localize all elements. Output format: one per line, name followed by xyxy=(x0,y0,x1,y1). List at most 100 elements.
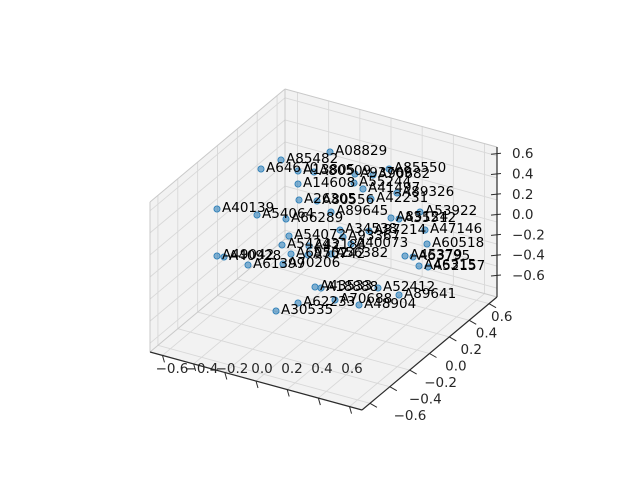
scatter-point xyxy=(351,170,359,178)
box-edge xyxy=(284,238,498,298)
x-tick-mark xyxy=(224,372,228,380)
scatter-point xyxy=(253,211,261,219)
point-label: A85550 xyxy=(394,160,446,176)
scatter-point xyxy=(326,148,334,156)
z-tick-label: 0.0 xyxy=(512,207,533,223)
point-label: A26305 xyxy=(304,191,356,207)
scatter-point xyxy=(416,208,424,216)
scatter-point xyxy=(369,171,377,179)
scatter-point xyxy=(395,291,403,299)
grid-lines xyxy=(149,92,498,407)
z-tick-mark xyxy=(490,274,502,277)
grid-line xyxy=(149,119,286,234)
point-label: A64670 xyxy=(266,160,318,176)
scatter-point xyxy=(213,252,221,260)
x-tick-mark xyxy=(161,355,165,363)
y-tick-mark xyxy=(488,303,497,309)
point-label: A93367 xyxy=(348,228,400,244)
scatter-point xyxy=(401,252,409,260)
point-label: A60518 xyxy=(432,235,484,251)
point-label: A89326 xyxy=(402,184,454,200)
point-label: A46315 xyxy=(424,257,476,273)
grid-line xyxy=(217,295,430,354)
point-label: A55244 xyxy=(359,174,411,190)
point-label: A52412 xyxy=(383,279,435,295)
x-tick-label: 0.2 xyxy=(281,361,302,377)
z-tick-mark xyxy=(490,254,502,257)
y-tick-label: 0.4 xyxy=(476,326,497,342)
scatter-points xyxy=(213,148,432,315)
point-label: A70206 xyxy=(288,255,340,271)
scatter-point xyxy=(257,165,265,173)
scatter-point xyxy=(359,185,367,193)
scatter-point xyxy=(294,299,302,307)
y-tick-mark xyxy=(449,336,457,342)
point-label: A70688 xyxy=(340,291,392,307)
x-tick-label: 0.0 xyxy=(251,361,272,377)
point-label: A42184 xyxy=(314,237,366,253)
z-tick-mark xyxy=(490,193,502,196)
scatter-point xyxy=(282,215,290,223)
grid-line xyxy=(284,97,498,157)
grid-line xyxy=(149,141,286,256)
z-tick-mark xyxy=(490,233,502,236)
scatter-point xyxy=(272,307,280,315)
point-label: A93769 xyxy=(360,165,412,181)
point-label: A66289 xyxy=(291,210,343,226)
scatter-point xyxy=(374,284,382,292)
grid-line xyxy=(257,261,470,321)
point-label: A13805 xyxy=(303,162,355,178)
y-tick-label: −0.6 xyxy=(394,408,427,424)
point-label: A34538 xyxy=(345,221,397,237)
z-tick-label: 0.4 xyxy=(512,167,533,183)
scatter-point xyxy=(213,205,221,213)
point-label: A54064 xyxy=(262,206,314,222)
point-label: A53922 xyxy=(425,203,477,219)
y-tick-mark xyxy=(429,353,437,358)
scatter-point xyxy=(424,263,432,271)
scatter-point xyxy=(336,226,344,234)
scatter-point xyxy=(365,227,373,235)
scatter-point xyxy=(415,262,423,270)
scatter-point xyxy=(347,240,355,248)
point-label: A35512 xyxy=(404,210,456,226)
point-label: A42231 xyxy=(376,190,428,206)
scatter-point xyxy=(278,241,286,249)
y-tick-mark xyxy=(369,402,378,408)
scatter-point xyxy=(331,296,339,304)
point-label: A85482 xyxy=(286,151,338,167)
grid-line xyxy=(349,293,485,407)
point-label: A70742 xyxy=(313,246,365,262)
scatter-point xyxy=(423,240,431,248)
y-tick-label: −0.2 xyxy=(424,375,457,391)
scatter-point xyxy=(393,189,401,197)
scatter-point xyxy=(285,232,293,240)
grid-line xyxy=(149,97,286,212)
scatter-point xyxy=(409,253,417,261)
grid-line xyxy=(284,163,498,223)
z-tick-mark xyxy=(490,152,502,155)
point-label: A62233 xyxy=(303,294,355,310)
tick-labels: −0.6−0.4−0.2 0.0 0.2 0.4 0.6−0.6−0.4−0.20.00… xyxy=(156,146,545,424)
scatter-point xyxy=(339,233,347,241)
scatter-point xyxy=(220,253,228,261)
x-tick-mark xyxy=(193,363,197,372)
point-label: A47146 xyxy=(430,221,482,237)
point-label: A69552 xyxy=(296,245,348,261)
y-tick-mark xyxy=(468,319,477,325)
point-label: A08829 xyxy=(335,143,387,159)
scatter-point xyxy=(279,260,287,268)
x-axis-line xyxy=(149,351,363,411)
point-label: A80509 xyxy=(319,163,371,179)
point-label: A52157 xyxy=(433,258,485,274)
x-tick-label: 0.4 xyxy=(311,361,332,377)
grid-line xyxy=(318,284,454,399)
x-tick-label: −0.6 xyxy=(156,361,189,377)
grid-line xyxy=(149,163,286,278)
x-tick-label: 0.6 xyxy=(341,361,362,377)
point-label: A89645 xyxy=(336,203,388,219)
y-tick-mark xyxy=(409,369,417,375)
point-label: A54243 xyxy=(287,236,339,252)
z-tick-label: 0.2 xyxy=(512,187,533,203)
